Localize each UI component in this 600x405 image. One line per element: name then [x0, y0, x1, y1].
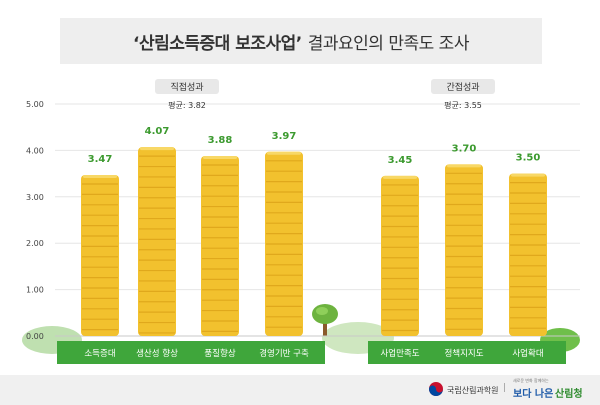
bar-body	[381, 175, 419, 336]
coin-highlight	[203, 155, 237, 159]
data-label: 4.07	[145, 126, 170, 137]
footer-bar: 국립산림과학원 | 새로운 변화 함께하는 보다 나은 산림청	[0, 375, 600, 405]
bar-body	[445, 164, 483, 336]
group-average: 평균: 3.55	[444, 100, 482, 110]
category-label: 경영기반 구축	[259, 348, 309, 359]
group-header-bg	[155, 79, 219, 94]
brand-name: 산림청	[555, 389, 583, 400]
chart-title: ‘산림소득증대 보조사업’ 결과요인의 만족도 조사	[60, 18, 542, 64]
data-label: 3.88	[208, 135, 233, 146]
y-tick-label: 4.00	[26, 146, 44, 155]
bar	[265, 151, 303, 336]
data-label: 3.97	[272, 131, 297, 142]
category-band-indirect	[368, 341, 566, 364]
y-tick-label: 5.00	[26, 100, 44, 109]
y-tick-label: 2.00	[26, 239, 44, 248]
bar-body	[201, 155, 239, 336]
x-axis-labels: 소득증대 생산성 향상 품질향상 경영기반 구축 사업만족도 정책지지도 사업확대	[57, 341, 566, 364]
footer-divider: |	[503, 383, 507, 393]
brand-text: 보다 나은	[513, 389, 554, 400]
data-label: 3.45	[388, 155, 413, 166]
data-label: 3.47	[88, 154, 113, 165]
bar	[81, 174, 119, 336]
brand-slogan: 새로운 변화 함께하는	[513, 378, 549, 383]
coin-highlight	[83, 174, 117, 178]
coin-highlight	[511, 173, 545, 177]
category-label: 정책지지도	[444, 348, 483, 359]
y-tick-label: 1.00	[26, 286, 44, 295]
coin-highlight	[267, 151, 301, 155]
coin-highlight	[140, 147, 174, 151]
data-label: 3.70	[452, 143, 477, 154]
category-label: 생산성 향상	[136, 348, 178, 359]
y-tick-label: 3.00	[26, 193, 44, 202]
group-header-label: 간접성과	[446, 81, 479, 93]
bar	[509, 173, 547, 336]
category-label: 사업만족도	[380, 349, 419, 359]
tree-icon	[312, 304, 338, 336]
bar-body	[138, 147, 176, 336]
category-label: 소득증대	[84, 349, 115, 359]
title-normal: 결과요인의 만족도 조사	[307, 33, 470, 54]
group-header-label: 직접성과	[170, 81, 203, 93]
category-band-direct	[57, 341, 325, 364]
category-label: 사업확대	[512, 348, 543, 359]
bars: 3.47 4.07 3.88 3.97 3.45 3.70 3.50	[81, 126, 547, 336]
bar	[201, 155, 239, 336]
bar	[381, 175, 419, 336]
category-label: 품질향상	[204, 348, 235, 359]
group-header-bg	[431, 79, 495, 94]
title-bold: ‘산림소득증대 보조사업’	[133, 33, 302, 54]
data-label: 3.50	[516, 153, 541, 164]
group-average: 평균: 3.82	[168, 100, 206, 110]
coin-highlight	[447, 164, 481, 168]
bar-body	[81, 174, 119, 336]
taeguk-logo-icon	[429, 382, 443, 396]
org-name: 국립산림과학원	[447, 386, 499, 395]
bar	[445, 164, 483, 336]
y-tick-label: 0.00	[26, 332, 44, 341]
bar	[138, 147, 176, 336]
coin-highlight	[383, 175, 417, 179]
